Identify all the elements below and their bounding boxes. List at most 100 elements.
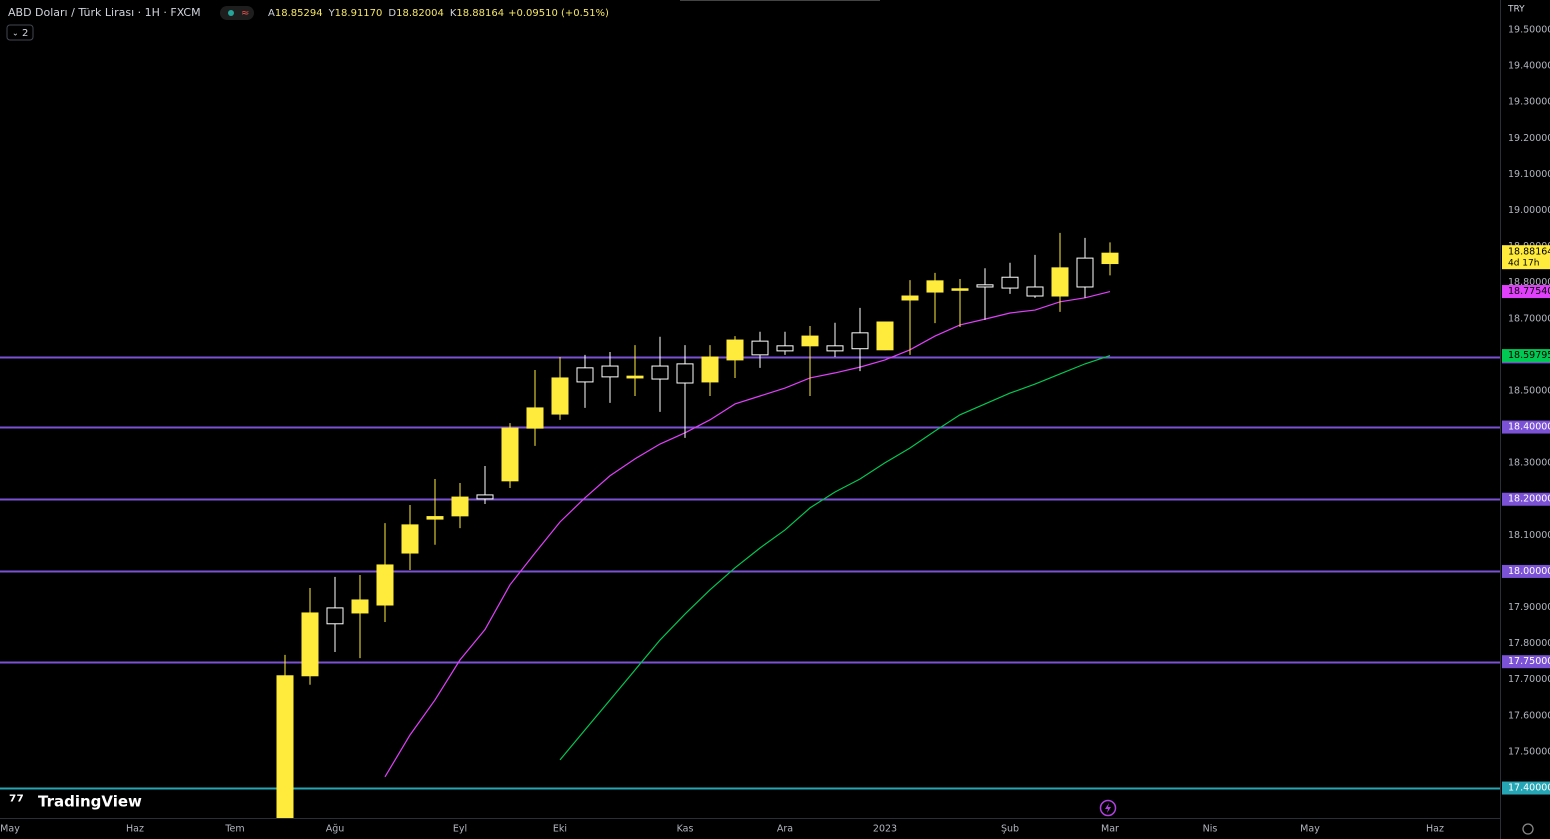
y-tick-label: 19.20000 bbox=[1508, 133, 1550, 144]
candle-body bbox=[876, 321, 894, 351]
x-tick-label: May bbox=[0, 824, 20, 835]
candle-body bbox=[526, 407, 544, 429]
y-tick-label: 19.10000 bbox=[1508, 169, 1550, 180]
candle-body bbox=[1051, 267, 1069, 297]
countdown: 4d 17h bbox=[1508, 259, 1539, 269]
level-tag: 18.00000 bbox=[1508, 566, 1550, 577]
ma-tag: 18.59795 bbox=[1508, 350, 1550, 361]
indicator-chevron: ⌄ bbox=[12, 29, 19, 38]
ohlc-change: +0.09510 (+0.51%) bbox=[508, 8, 609, 19]
candle-body bbox=[1001, 276, 1019, 289]
settings-icon[interactable] bbox=[1522, 823, 1534, 835]
ohlc-value: 18.85294 bbox=[275, 8, 323, 19]
candle-body bbox=[826, 345, 844, 352]
x-tick-label: Eki bbox=[553, 824, 567, 835]
candle-body bbox=[426, 516, 444, 520]
candle-body bbox=[626, 375, 644, 379]
level-tag: 18.40000 bbox=[1508, 422, 1550, 433]
candle-body bbox=[726, 339, 744, 361]
lightning-icon[interactable] bbox=[1099, 799, 1117, 817]
y-tick-label: 18.80000 bbox=[1508, 277, 1550, 288]
x-tick-label: Şub bbox=[1001, 824, 1019, 835]
x-tick-label: Ara bbox=[777, 824, 793, 835]
level-tag-bg bbox=[1502, 781, 1550, 795]
y-tick-label: 19.40000 bbox=[1508, 61, 1550, 72]
y-tick-label: 18.70000 bbox=[1508, 313, 1550, 324]
indicator-toggle[interactable] bbox=[6, 24, 34, 41]
level-tag-bg bbox=[1502, 655, 1550, 669]
level-tag-bg bbox=[1502, 564, 1550, 578]
candle-body bbox=[751, 340, 769, 356]
x-tick-label: Eyl bbox=[453, 824, 467, 835]
ohlc-value: 18.82004 bbox=[396, 8, 444, 19]
y-tick-label: 17.70000 bbox=[1508, 674, 1550, 685]
last-price-bg bbox=[1502, 245, 1550, 270]
level-tag-bg bbox=[1502, 492, 1550, 506]
x-tick-label: 2023 bbox=[873, 824, 897, 835]
candle-body bbox=[676, 363, 694, 384]
candle-body bbox=[551, 377, 569, 415]
y-tick-label: 18.30000 bbox=[1508, 458, 1550, 469]
level-tag-bg bbox=[1502, 420, 1550, 434]
x-tick-label: Haz bbox=[1426, 824, 1444, 835]
x-tick-label: Ağu bbox=[326, 824, 345, 835]
candle-body bbox=[651, 365, 669, 380]
candle-body bbox=[576, 367, 594, 383]
brand-name: TradingView bbox=[38, 793, 142, 811]
candle-body bbox=[776, 345, 794, 352]
ohlc-key: D bbox=[388, 8, 396, 19]
y-tick-label: 18.10000 bbox=[1508, 530, 1550, 541]
candle-body bbox=[326, 607, 344, 625]
overlay: ABD Doları / Türk Lirası · 1H · FXCM ≈ A18… bbox=[0, 5, 1550, 835]
lightning-glyph bbox=[1105, 803, 1111, 813]
y-tick-label: 19.50000 bbox=[1508, 24, 1550, 35]
ma-tag-bg bbox=[1502, 349, 1550, 363]
header: ABD Doları / Türk Lirası · 1H · FXCM bbox=[8, 6, 201, 19]
candle-body bbox=[951, 288, 969, 291]
x-tick-label: May bbox=[1300, 824, 1320, 835]
ohlc-value: 18.88164 bbox=[456, 8, 504, 19]
status-glyph: ≈ bbox=[241, 8, 249, 19]
candle-body bbox=[1076, 257, 1094, 288]
ohlc-key: K bbox=[450, 8, 457, 19]
x-tick-label: Nis bbox=[1203, 824, 1218, 835]
status-badge bbox=[220, 6, 254, 20]
y-tick-label: 18.50000 bbox=[1508, 385, 1550, 396]
candle-body bbox=[801, 335, 819, 347]
x-tick-label: Kas bbox=[677, 824, 694, 835]
candle-body bbox=[976, 284, 994, 288]
candle-body bbox=[701, 356, 719, 383]
candle-body bbox=[301, 612, 319, 677]
symbol-title: ABD Doları / Türk Lirası · 1H · FXCM bbox=[8, 6, 201, 19]
moving-average bbox=[559, 355, 1111, 761]
currency: TRY bbox=[1507, 5, 1525, 15]
candle-body bbox=[926, 280, 944, 293]
last-price: 18.88164 bbox=[1508, 247, 1550, 258]
ma-tag: 18.77540 bbox=[1508, 286, 1550, 297]
candle-body bbox=[1026, 286, 1044, 297]
y-tick-label: 17.80000 bbox=[1508, 638, 1550, 649]
ohlc-value: 18.91170 bbox=[335, 8, 383, 19]
ohlc-key: A bbox=[268, 8, 275, 19]
x-tick-label: Tem bbox=[224, 824, 244, 835]
candle-body bbox=[276, 675, 294, 818]
ohlc-key: Y bbox=[328, 8, 336, 19]
status-dot bbox=[228, 10, 234, 16]
candle-body bbox=[851, 332, 869, 350]
level-tag: 17.40000 bbox=[1508, 783, 1550, 794]
plot-area bbox=[0, 232, 1500, 818]
candle-body bbox=[601, 365, 619, 378]
ma-tag-bg bbox=[1502, 285, 1550, 299]
y-tick-label: 19.00000 bbox=[1508, 205, 1550, 216]
y-tick-label: 17.60000 bbox=[1508, 710, 1550, 721]
candle-body bbox=[351, 599, 369, 614]
x-tick-label: Haz bbox=[126, 824, 144, 835]
brand-logo: ⁷⁷ bbox=[9, 792, 24, 812]
candle-body bbox=[501, 427, 519, 482]
level-tag: 17.75000 bbox=[1508, 656, 1550, 667]
candle-body bbox=[451, 496, 469, 517]
candle-body bbox=[401, 524, 419, 554]
ohlc-legend: A18.85294 Y18.91170 D18.82004 K18.88164 +0.0… bbox=[268, 8, 609, 19]
moving-average bbox=[384, 290, 1111, 778]
y-tick-label: 19.30000 bbox=[1508, 97, 1550, 108]
